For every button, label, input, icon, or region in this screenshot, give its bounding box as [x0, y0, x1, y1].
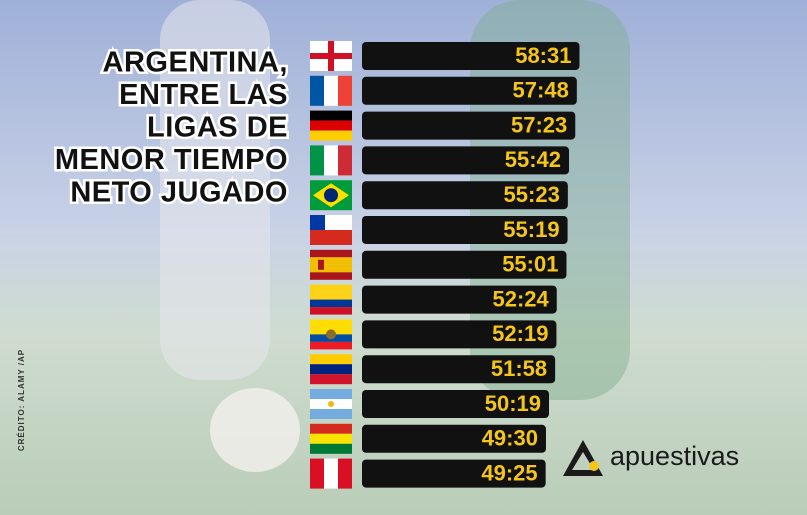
flag-part	[310, 110, 352, 121]
flag	[310, 389, 352, 419]
flag-part	[310, 307, 352, 315]
value-label: 52:24	[492, 286, 549, 311]
player	[160, 0, 270, 380]
flag-part	[310, 354, 352, 365]
title-line: LIGAS DE	[147, 112, 288, 144]
flag-part	[324, 188, 338, 203]
value-label: 55:01	[502, 252, 558, 277]
flag-part	[324, 458, 338, 489]
bar	[362, 320, 557, 349]
flag-part	[310, 75, 324, 106]
flag-part	[310, 299, 352, 308]
bar	[362, 181, 568, 210]
flag-part	[328, 401, 334, 407]
flag-part	[310, 364, 352, 375]
flag-part	[338, 145, 352, 176]
flags	[310, 41, 352, 489]
bar	[362, 146, 570, 175]
bar	[362, 459, 546, 488]
flag-part	[338, 458, 352, 489]
bar	[362, 42, 580, 70]
flag-part	[310, 257, 352, 265]
flag-part	[318, 259, 324, 270]
flag-part	[310, 389, 352, 399]
value-label: 52:19	[492, 321, 548, 346]
logo-dot	[589, 461, 599, 471]
flag	[310, 319, 352, 350]
flag-part	[310, 120, 352, 131]
flag-part	[310, 130, 352, 141]
value-label: 55:23	[504, 182, 560, 207]
bar	[362, 355, 556, 384]
bar	[362, 285, 557, 314]
flag-part	[310, 215, 325, 230]
bar	[362, 76, 577, 105]
flag-part	[326, 329, 336, 340]
value-label: 55:42	[505, 147, 561, 172]
flag-part	[310, 423, 352, 434]
flag-part	[324, 145, 338, 176]
value-label: 49:30	[482, 426, 538, 451]
flag	[310, 423, 352, 454]
flag-part	[310, 264, 352, 273]
flag-part	[310, 443, 352, 454]
bar	[362, 424, 546, 453]
flag	[310, 41, 352, 71]
flag-part	[338, 75, 352, 106]
flag-part	[310, 53, 352, 59]
flag-part	[310, 284, 352, 293]
logo-text: apuestivas	[610, 441, 739, 471]
title-line: MENOR TIEMPO	[55, 144, 288, 176]
ball	[210, 388, 300, 472]
flag-part	[310, 409, 352, 419]
value-label: 57:23	[511, 112, 567, 137]
title-line: NETO JUGADO	[70, 177, 288, 209]
title-line: ARGENTINA,	[103, 47, 288, 79]
bars: 58:31 57:48 57:23 55:42 55:23 55:19 55:01 52:24…	[362, 42, 580, 488]
credit: CRÉDITO: ALAMY /AP	[17, 349, 26, 451]
flag	[310, 110, 352, 141]
flag-part	[310, 272, 352, 280]
flag-part	[310, 249, 352, 258]
flag	[310, 284, 352, 315]
bar	[362, 111, 576, 140]
flag	[310, 249, 352, 280]
flag-part	[310, 341, 352, 350]
flag-part	[310, 458, 324, 489]
flag	[310, 215, 352, 245]
bar	[362, 216, 568, 244]
flag-part	[310, 145, 324, 176]
value-label: 49:25	[481, 460, 537, 485]
flag-part	[310, 319, 352, 327]
flag	[310, 180, 352, 211]
flag	[310, 354, 352, 385]
flag	[310, 75, 352, 106]
flag-part	[310, 433, 352, 444]
flag-part	[310, 374, 352, 385]
value-label: 58:31	[515, 43, 571, 68]
title-line: ENTRE LAS	[119, 79, 288, 111]
bar	[362, 250, 567, 279]
flag	[310, 145, 352, 176]
logo: apuestivas	[563, 440, 739, 476]
flag-part	[324, 75, 338, 106]
value-label: 57:48	[513, 78, 569, 103]
bar	[362, 390, 550, 418]
value-label: 50:19	[485, 391, 541, 416]
flag	[310, 458, 352, 489]
flag-part	[310, 230, 352, 245]
flag-part	[310, 292, 352, 300]
value-label: 51:58	[491, 356, 547, 381]
value-label: 55:19	[503, 217, 559, 242]
